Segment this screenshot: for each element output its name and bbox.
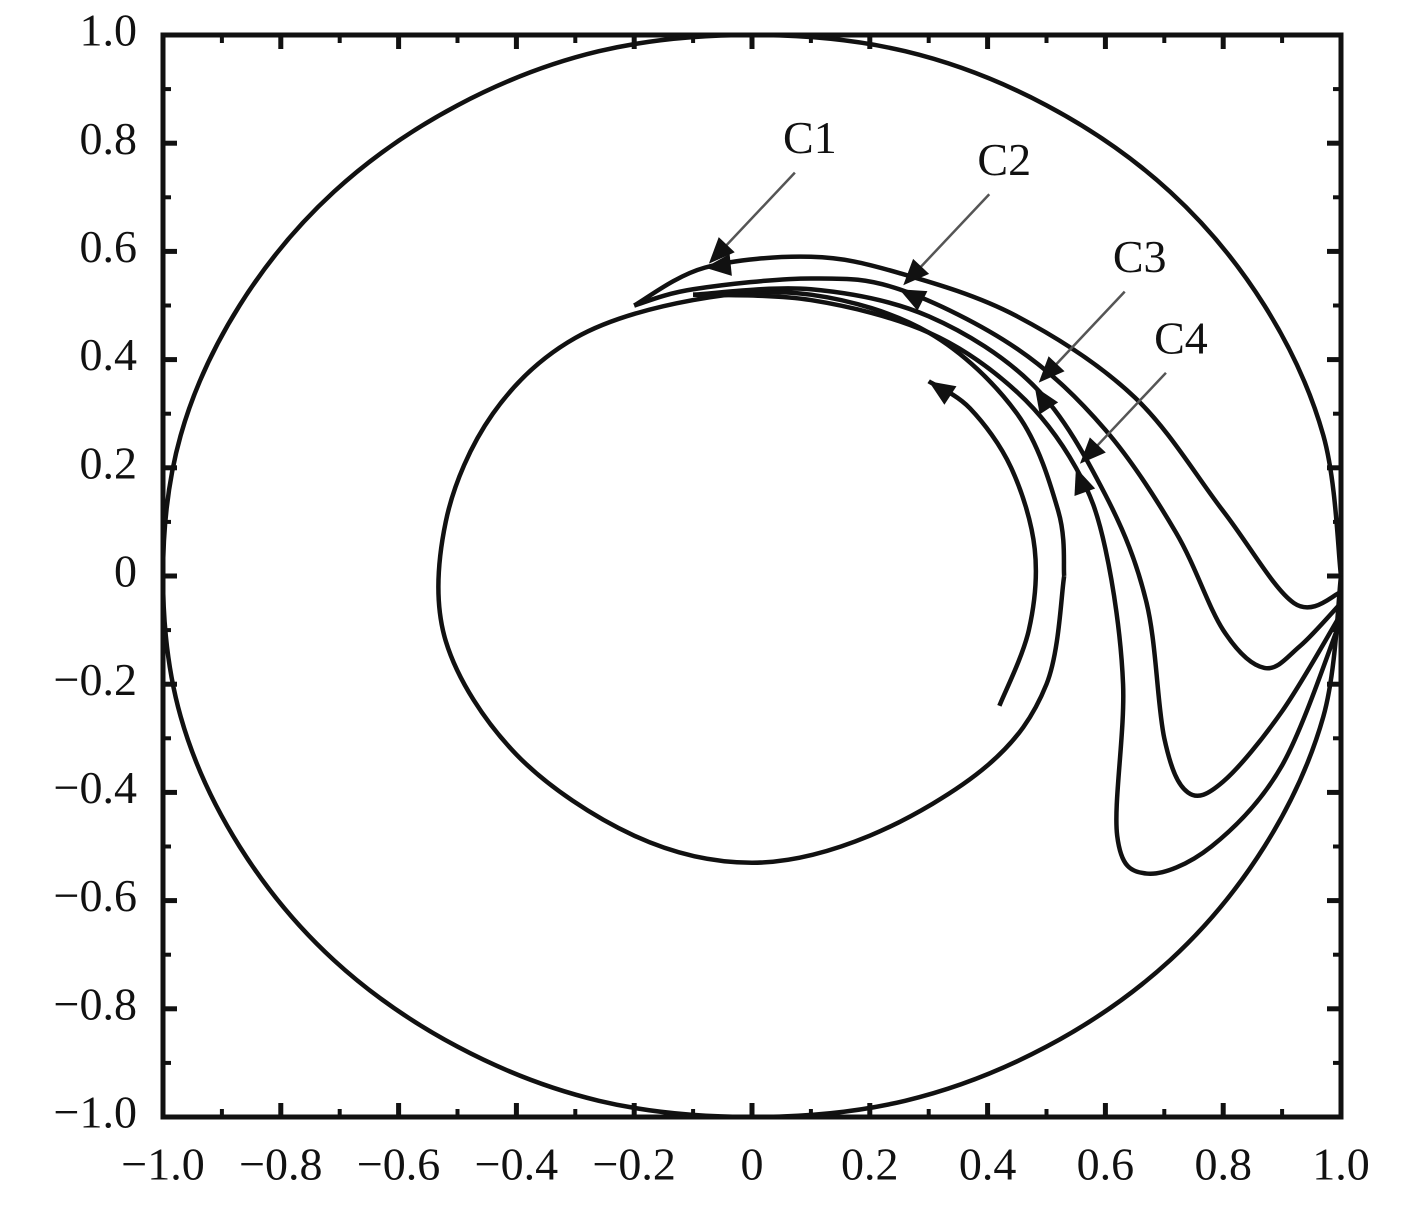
x-tick-label: −1.0 (121, 1139, 204, 1190)
curve-label: C3 (1113, 231, 1167, 282)
x-tick-label: 1.0 (1312, 1139, 1370, 1190)
curve-label: C2 (977, 134, 1031, 185)
x-tick-label: −0.6 (357, 1139, 440, 1190)
trajectory (633, 254, 1342, 610)
trajectory (436, 289, 1067, 865)
x-tick-label: 0.2 (841, 1139, 899, 1190)
arrow-head (928, 381, 957, 405)
y-tick-label: 0.4 (80, 329, 138, 380)
y-tick-label: −0.6 (54, 870, 137, 921)
trajectory (692, 286, 1343, 798)
arrow-head (903, 258, 930, 286)
arrow-head (1079, 437, 1106, 464)
arrow-head (1034, 386, 1059, 415)
trajectory (160, 32, 1344, 1120)
x-tick-label: −0.2 (592, 1139, 675, 1190)
trajectory (692, 292, 1344, 876)
y-tick-label: 0.6 (80, 221, 138, 272)
x-tick-label: −0.8 (239, 1139, 322, 1190)
y-tick-label: −0.2 (54, 654, 137, 705)
x-tick-label: 0.6 (1077, 1139, 1135, 1190)
y-tick-label: −0.4 (54, 762, 137, 813)
arrow-head (708, 237, 735, 264)
curve-label: C1 (783, 112, 837, 163)
trajectory (633, 276, 1343, 671)
x-tick-label: 0.8 (1194, 1139, 1252, 1190)
x-tick-label: −0.4 (475, 1139, 558, 1190)
plot-frame (160, 32, 1344, 1120)
trajectory (927, 379, 1039, 707)
y-tick-label: 0.2 (80, 437, 138, 488)
arrow-head (1038, 356, 1065, 383)
arrow-head (704, 254, 732, 276)
arrow-head (899, 289, 928, 311)
curve-label: C4 (1154, 312, 1208, 363)
x-tick-label: 0.4 (959, 1139, 1017, 1190)
arrow-head (1074, 467, 1096, 496)
y-tick-label: −0.8 (54, 978, 137, 1029)
y-tick-label: 1.0 (80, 5, 138, 56)
y-tick-label: 0.8 (80, 113, 138, 164)
y-tick-label: −1.0 (54, 1087, 137, 1138)
y-tick-label: 0 (114, 546, 137, 597)
x-tick-label: 0 (741, 1139, 764, 1190)
